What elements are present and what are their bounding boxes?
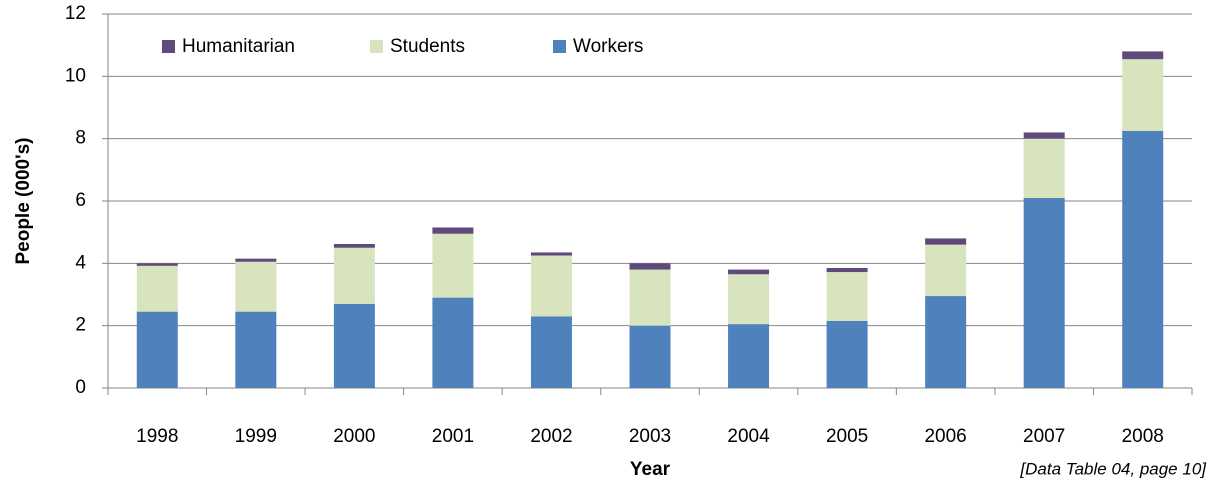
- bar-segment: [629, 269, 671, 326]
- bar-segment: [432, 297, 474, 388]
- legend-swatch: [553, 40, 566, 53]
- bar-segment: [530, 255, 572, 317]
- bar-segment: [530, 252, 572, 256]
- bar-segment: [1122, 51, 1164, 60]
- bar-segment: [925, 238, 967, 245]
- y-tick-label: 10: [65, 65, 86, 86]
- bar-segment: [925, 244, 967, 297]
- bar-segment: [1122, 130, 1164, 388]
- legend-swatch: [162, 40, 175, 53]
- bar-segment: [826, 320, 868, 388]
- bar-segment: [925, 296, 967, 388]
- y-tick-label: 12: [65, 3, 86, 24]
- x-tick-label: 2000: [333, 426, 375, 447]
- source-note: [Data Table 04, page 10]: [1019, 459, 1207, 478]
- bar-segment: [136, 263, 178, 266]
- bar-segment: [235, 261, 277, 312]
- bar-segment: [629, 263, 671, 270]
- y-tick-label: 0: [75, 377, 86, 398]
- x-axis-label: Year: [630, 459, 671, 480]
- x-tick-label: 1998: [136, 426, 178, 447]
- y-tick-label: 8: [75, 128, 86, 149]
- bar-segment: [1023, 197, 1065, 388]
- bar-segment: [235, 311, 277, 388]
- bar-segment: [826, 272, 868, 321]
- y-tick-label: 4: [75, 252, 86, 273]
- bar-segment: [1023, 132, 1065, 139]
- x-tick-label: 2008: [1122, 426, 1164, 447]
- bar-segment: [235, 258, 277, 262]
- bar-segment: [333, 244, 375, 248]
- bar-segment: [136, 311, 178, 388]
- bar-segment: [1122, 59, 1164, 131]
- bar-segment: [333, 303, 375, 388]
- y-tick-label: 2: [75, 315, 86, 336]
- bar-segment: [530, 316, 572, 388]
- bar-segment: [333, 247, 375, 304]
- bar-segment: [728, 274, 770, 325]
- bar-segment: [1023, 138, 1065, 198]
- bar-segment: [432, 233, 474, 298]
- legend-label: Workers: [573, 36, 643, 57]
- y-tick-label: 6: [75, 190, 86, 211]
- x-tick-label: 1999: [235, 426, 277, 447]
- bar-segment: [432, 227, 474, 234]
- legend-label: Humanitarian: [182, 36, 295, 57]
- x-tick-label: 2005: [826, 426, 868, 447]
- x-tick-label: 2002: [530, 426, 572, 447]
- y-axis-label: People (000's): [13, 137, 34, 264]
- bar-segment: [826, 268, 868, 273]
- legend-swatch: [370, 40, 383, 53]
- bar-segment: [728, 269, 770, 275]
- x-tick-label: 2004: [727, 426, 770, 447]
- x-tick-label: 2006: [924, 426, 966, 447]
- bar-segment: [728, 324, 770, 388]
- x-tick-label: 2007: [1023, 426, 1065, 447]
- x-tick-label: 2003: [629, 426, 671, 447]
- bar-segment: [629, 325, 671, 388]
- legend-label: Students: [390, 36, 465, 57]
- bar-segment: [136, 265, 178, 312]
- x-tick-label: 2001: [432, 426, 474, 447]
